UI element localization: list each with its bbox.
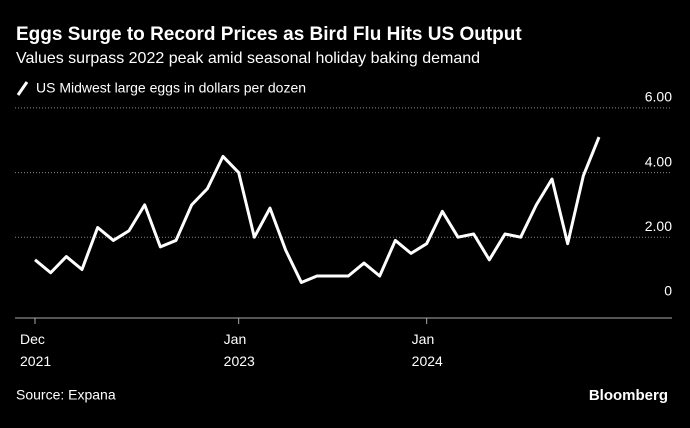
- source: Source: Expana: [16, 387, 116, 403]
- y-tick-label: 0: [664, 283, 672, 299]
- x-tick-label: Jan 2024: [411, 331, 443, 369]
- chart-title: Eggs Surge to Record Prices as Bird Flu …: [16, 24, 522, 45]
- y-tick-label: 2.00: [645, 218, 672, 234]
- legend-swatch: [16, 81, 29, 96]
- x-tick-label: Jan 2023: [223, 331, 255, 369]
- line: [34, 136, 601, 284]
- x-tick-label: Dec 2021: [20, 331, 52, 369]
- brand: Bloomberg: [589, 387, 668, 404]
- y-tick-label: 6.00: [645, 89, 672, 105]
- chart-subtitle: Values surpass 2022 peak amid seasonal h…: [16, 50, 480, 67]
- legend-label: US Midwest large eggs in dollars per doz…: [36, 80, 306, 96]
- y-tick-label: 4.00: [645, 153, 672, 169]
